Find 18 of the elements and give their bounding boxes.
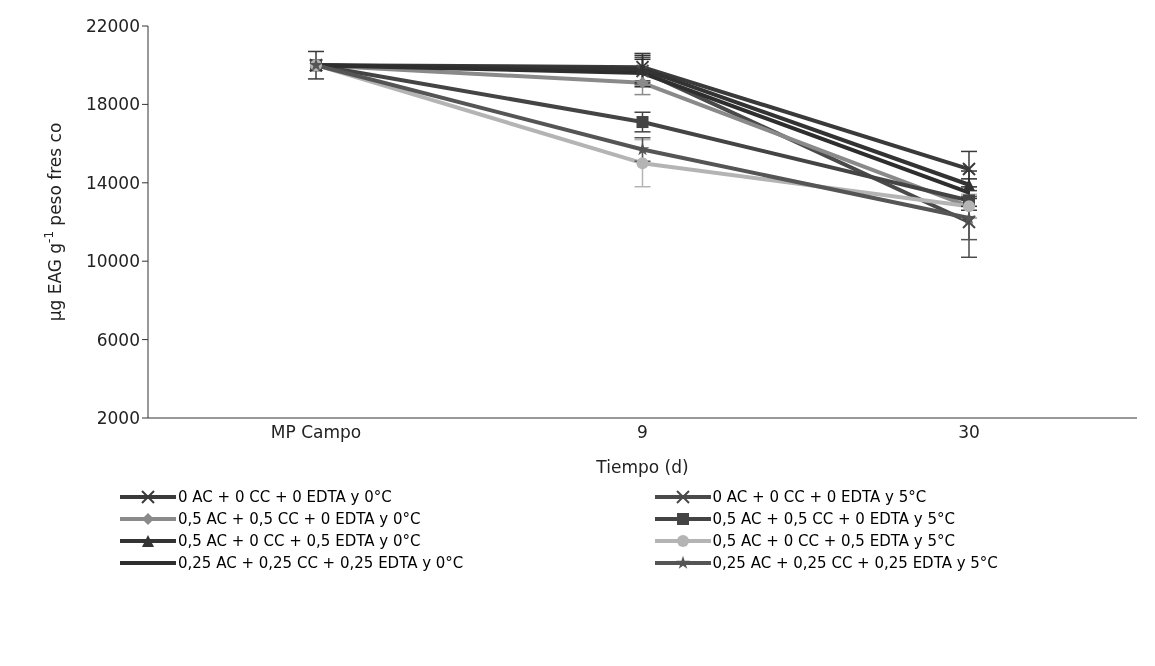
x-tick-label: 30 bbox=[958, 422, 980, 443]
y-tick-label: 14000 bbox=[85, 172, 140, 193]
y-tick-label: 10000 bbox=[85, 251, 140, 272]
legend-label: 0 AC + 0 CC + 0 EDTA y 5°C bbox=[712, 488, 927, 506]
legend-label: 0,5 AC + 0,5 CC + 0 EDTA y 0°C bbox=[178, 510, 421, 528]
x-axis-title: Tiempo (d) bbox=[595, 457, 689, 477]
y-tick-label: 18000 bbox=[85, 94, 140, 115]
legend-label: 0,5 AC + 0 CC + 0,5 EDTA y 0°C bbox=[178, 532, 421, 550]
y-tick-label: 6000 bbox=[96, 329, 140, 350]
legend-label: 0,25 AC + 0,25 CC + 0,25 EDTA y 5°C bbox=[712, 554, 998, 572]
legend-label: 0 AC + 0 CC + 0 EDTA y 0°C bbox=[178, 488, 392, 506]
legend-label: 0,5 AC + 0,5 CC + 0 EDTA y 5°C bbox=[712, 510, 955, 528]
legend-label: 0,25 AC + 0,25 CC + 0,25 EDTA y 0°C bbox=[178, 554, 464, 572]
x-tick-label: 9 bbox=[637, 422, 648, 443]
y-tick-label: 22000 bbox=[85, 16, 140, 37]
y-tick-label: 2000 bbox=[96, 408, 140, 429]
legend-label: 0,5 AC + 0 CC + 0,5 EDTA y 5°C bbox=[712, 532, 955, 550]
x-tick-label: MP Campo bbox=[270, 422, 362, 443]
